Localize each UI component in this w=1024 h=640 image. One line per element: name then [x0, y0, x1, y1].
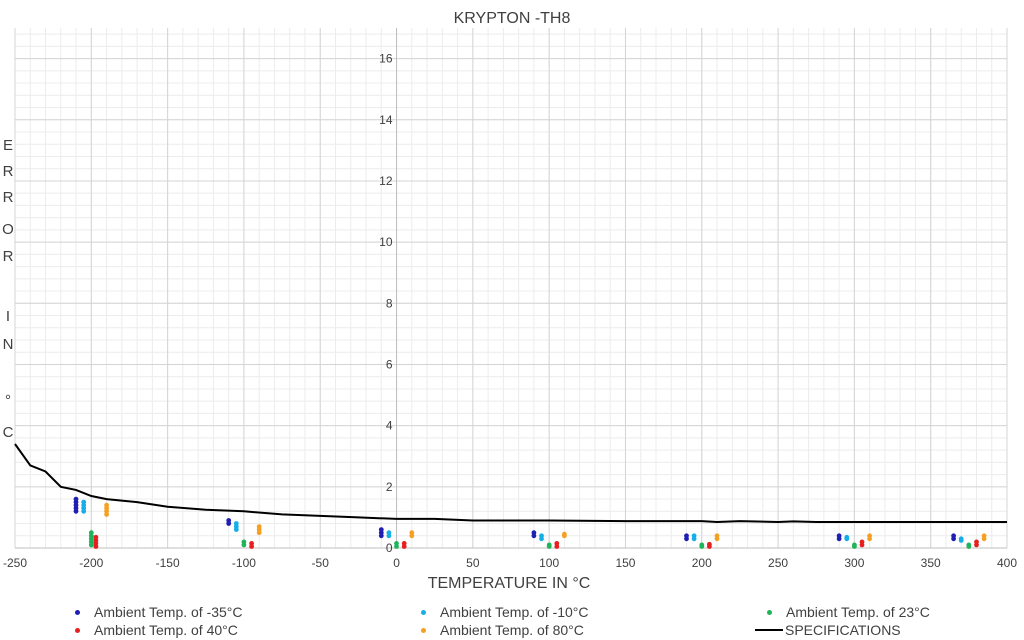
data-point [958, 536, 964, 542]
y-axis-title-letter: N [2, 336, 14, 353]
data-point [81, 499, 87, 505]
data-point [852, 542, 857, 548]
y-tick-label: 4 [386, 419, 393, 433]
data-point [714, 533, 720, 539]
data-point [378, 527, 384, 532]
x-tick-label: 350 [921, 556, 941, 570]
x-tick-label: -200 [79, 556, 103, 570]
y-tick-label: 10 [379, 235, 393, 249]
y-axis-title-letter: C [2, 424, 14, 441]
y-tick-label: 2 [386, 480, 393, 494]
data-point [394, 541, 399, 546]
y-axis-title-letter: R [2, 163, 14, 180]
x-tick-label: 150 [615, 556, 635, 570]
y-tick-label: 6 [386, 357, 393, 371]
y-axis-title-letter: ° [5, 392, 11, 409]
data-point [974, 539, 979, 545]
legend-label: Ambient Temp. of -10°C [440, 604, 589, 620]
y-axis-title-letter: O [2, 221, 14, 238]
data-point [401, 541, 407, 546]
chart-title: KRYPTON -TH8 [454, 10, 571, 27]
series-line-specifications [14, 443, 1007, 524]
legend-item-23: Ambient Temp. of 23°C [767, 604, 930, 620]
y-axis-title-letter: R [2, 248, 14, 265]
data-point [93, 534, 99, 540]
legend-label: Ambient Temp. of 40°C [94, 622, 238, 638]
x-tick-label: 400 [997, 556, 1017, 570]
y-tick-label: 0 [386, 541, 393, 555]
data-point [539, 533, 544, 539]
x-axis-title: TEMPERATURE IN °C [428, 575, 591, 592]
legend-marker [421, 627, 426, 633]
data-point [409, 530, 415, 536]
major-grid [14, 28, 1008, 549]
data-point [951, 533, 956, 539]
legend-item-specifications: SPECIFICATIONS [755, 622, 901, 638]
legend-item-80: Ambient Temp. of 80°C [421, 622, 584, 638]
x-tick-label: 200 [692, 556, 712, 570]
y-axis-title-letter: E [2, 137, 13, 154]
x-tick-label: -150 [156, 556, 180, 570]
legend-item-minus10: Ambient Temp. of -10°C [421, 604, 589, 620]
legend-marker [421, 609, 426, 615]
x-tick-label: 0 [393, 556, 400, 570]
data-point [684, 533, 689, 539]
data-point [554, 541, 560, 546]
data-point [88, 530, 94, 536]
data-point [241, 539, 247, 545]
x-tick-label: 50 [466, 556, 480, 570]
data-point [73, 496, 79, 502]
data-point [966, 542, 972, 548]
legend-label: Ambient Temp. of -35°C [94, 604, 243, 620]
x-tick-label: -50 [312, 556, 330, 570]
legend-marker [75, 627, 80, 633]
legend-marker [767, 609, 772, 615]
x-tick-labels: -250 -200 -150 -100 -50 0 50 100 150 200 250 300 350… [3, 556, 1017, 570]
data-point [226, 518, 232, 523]
data-point [104, 502, 109, 508]
legend-label: Ambient Temp. of 80°C [440, 622, 584, 638]
legend-item-minus35: Ambient Temp. of -35°C [75, 604, 243, 620]
legend: Ambient Temp. of -35°C Ambient Temp. of … [0, 602, 1024, 640]
x-tick-label: -100 [232, 556, 256, 570]
data-point [836, 533, 842, 539]
data-point [562, 531, 567, 537]
minor-grid [14, 28, 1008, 549]
data-point [249, 541, 255, 546]
data-point [844, 534, 850, 540]
y-axis-title-letter: R [2, 189, 14, 206]
legend-marker [75, 609, 80, 615]
legend-label: SPECIFICATIONS [785, 622, 901, 638]
legend-marker [755, 629, 783, 631]
data-point [256, 524, 262, 529]
y-tick-label: 12 [379, 174, 393, 188]
x-tick-label: 100 [539, 556, 559, 570]
data-point [233, 521, 239, 526]
y-tick-label: 8 [386, 296, 393, 310]
y-tick-label: 16 [379, 52, 393, 66]
data-point [531, 530, 537, 536]
y-axis-title-letter: I [5, 308, 11, 325]
data-point [386, 530, 392, 536]
data-point [859, 539, 865, 545]
data-point [707, 541, 712, 547]
x-tick-label: -250 [3, 556, 27, 570]
y-axis [15, 28, 1007, 549]
x-tick-label: 250 [768, 556, 788, 570]
y-tick-label: 14 [379, 113, 393, 127]
legend-item-40: Ambient Temp. of 40°C [75, 622, 238, 638]
data-point [867, 533, 872, 539]
series-layer [14, 443, 1007, 549]
y-tick-labels: 0 2 4 6 8 10 12 14 16 [379, 52, 393, 555]
data-point [546, 542, 552, 548]
legend-label: Ambient Temp. of 23°C [786, 604, 930, 620]
data-point [699, 542, 705, 548]
data-point [981, 533, 987, 539]
x-tick-label: 300 [844, 556, 864, 570]
data-point [691, 533, 697, 539]
